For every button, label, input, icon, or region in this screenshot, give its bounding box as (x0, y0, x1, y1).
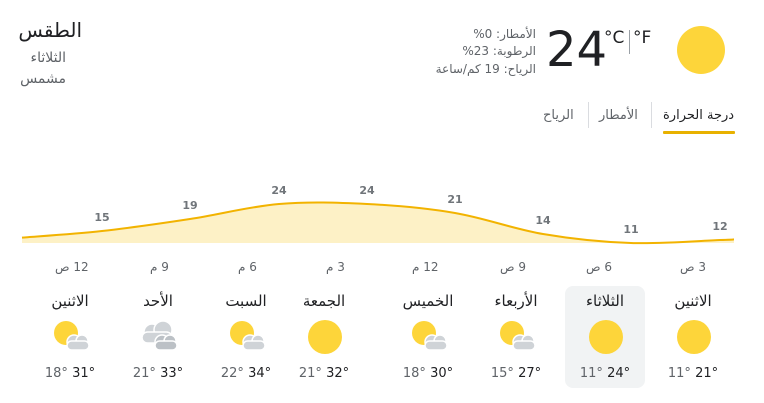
day-temperatures: 18° 30° (388, 366, 468, 381)
sun-icon (304, 318, 346, 356)
day-temperatures: 22° 34° (206, 366, 286, 381)
day-forecast-card[interactable]: الخميس 18° 30° (388, 286, 468, 388)
temperature-point-label: 12 (712, 220, 727, 233)
temperature-point-label: 15 (94, 211, 109, 224)
wind-detail: الرياح: 19 كم/ساعة (435, 62, 536, 76)
day-forecast-card[interactable]: الأربعاء 15° 27° (476, 286, 556, 388)
temperature-point-label: 21 (447, 193, 462, 206)
time-label: 3 ص (680, 260, 706, 274)
day-name: السبت (225, 292, 267, 310)
temperature-point-label: 14 (535, 214, 551, 227)
widget-title: الطقس (18, 18, 82, 42)
tab-temperature[interactable]: درجة الحرارة (663, 108, 735, 123)
day-name: الخميس (402, 292, 454, 310)
high-temp: 30° (430, 366, 454, 381)
low-temp: 18° (402, 366, 426, 381)
low-temp: 15° (490, 366, 514, 381)
day-name: الأحد (143, 292, 173, 310)
day-name: الثلاثاء (585, 292, 624, 310)
day-temperatures: 11° 24° (565, 366, 645, 381)
day-forecast-card[interactable]: السبت 22° 34° (206, 286, 286, 388)
high-temp: 33° (160, 366, 184, 381)
day-name: الأربعاء (494, 292, 538, 310)
sun-icon (677, 26, 725, 74)
tab-precipitation[interactable]: الأمطار (599, 108, 638, 123)
temperature-point-label: 24 (271, 184, 287, 197)
current-temperature: 24 (546, 22, 608, 78)
partly-cloudy-icon (408, 318, 450, 356)
time-label: 9 م (150, 260, 169, 274)
day-temperatures: 15° 27° (476, 366, 556, 381)
temperature-point-label: 19 (182, 199, 197, 212)
temperature-point-label: 11 (623, 223, 638, 236)
low-temp: 21° (132, 366, 156, 381)
day-temperatures: 21° 32° (284, 366, 364, 381)
time-label: 6 ص (586, 260, 612, 274)
unit-fahrenheit-toggle[interactable]: °F (633, 28, 652, 48)
partly-cloudy-icon (226, 318, 268, 356)
cloudy-icon (138, 318, 180, 356)
temperature-point-label: 24 (359, 184, 375, 197)
day-forecast-card[interactable]: الأحد 21° 33° (118, 286, 198, 388)
high-temp: 27° (518, 366, 542, 381)
sun-icon (585, 318, 627, 356)
current-condition: مشمس (20, 71, 66, 87)
humidity-detail: الرطوبة: 23% (462, 44, 536, 58)
low-temp: 11° (667, 366, 691, 381)
day-forecast-card[interactable]: الجمعة 21° 32° (284, 286, 364, 388)
temperature-area (22, 202, 734, 244)
unit-celsius-toggle[interactable]: °C (604, 28, 625, 48)
current-day: الثلاثاء (30, 50, 66, 66)
temperature-chart: 12 11 14 21 24 24 19 15 (21, 184, 735, 245)
low-temp: 22° (220, 366, 244, 381)
low-temp: 21° (298, 366, 322, 381)
day-temperatures: 18° 31° (30, 366, 110, 381)
unit-divider (629, 30, 630, 54)
precipitation-detail: الأمطار: 0% (473, 27, 536, 41)
high-temp: 31° (72, 366, 96, 381)
temperature-line (21, 201, 735, 245)
high-temp: 24° (607, 366, 631, 381)
tab-divider (588, 102, 589, 128)
low-temp: 18° (44, 366, 68, 381)
partly-cloudy-icon (50, 318, 92, 356)
partly-cloudy-icon (496, 318, 538, 356)
time-label: 3 م (326, 260, 345, 274)
day-forecast-card[interactable]: الاثنين 11° 21° (653, 286, 733, 388)
day-forecast-card[interactable]: الثلاثاء 11° 24° (565, 286, 645, 388)
high-temp: 34° (248, 366, 272, 381)
day-name: الجمعة (302, 292, 346, 310)
sun-icon (673, 318, 715, 356)
day-temperatures: 21° 33° (118, 366, 198, 381)
active-tab-indicator (663, 131, 735, 134)
time-label: 12 م (412, 260, 439, 274)
high-temp: 21° (695, 366, 719, 381)
day-temperatures: 11° 21° (653, 366, 733, 381)
tab-divider (651, 102, 652, 128)
day-name: الاثنين (674, 292, 712, 310)
time-label: 12 ص (55, 260, 89, 274)
tab-wind[interactable]: الرياح (543, 108, 574, 123)
low-temp: 11° (579, 366, 603, 381)
day-forecast-card[interactable]: الاثنين 18° 31° (30, 286, 110, 388)
time-label: 9 ص (500, 260, 526, 274)
day-name: الاثنين (51, 292, 89, 310)
time-label: 6 م (238, 260, 257, 274)
high-temp: 32° (326, 366, 350, 381)
